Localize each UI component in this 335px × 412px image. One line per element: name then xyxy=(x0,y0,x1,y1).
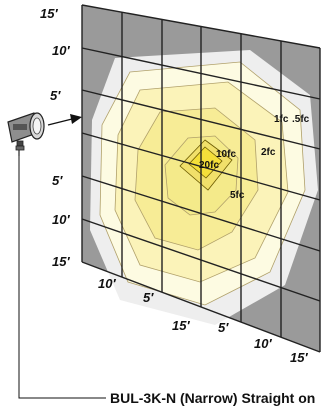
light-fixture-icon xyxy=(7,112,45,156)
isoline-label-2fc: 2fc xyxy=(261,147,276,158)
bottom-axis-label-right-2: 10′ xyxy=(254,336,272,351)
left-axis-label-3: 5′ xyxy=(50,88,61,103)
left-axis-label-2: 10′ xyxy=(52,43,70,58)
bottom-axis-label-right-1: 5′ xyxy=(218,320,229,335)
bottom-axis-label-left-3: 15′ xyxy=(172,318,190,333)
left-axis-label-1: 15′ xyxy=(40,6,58,21)
left-axis-label-5: 10′ xyxy=(52,212,70,227)
bottom-axis-label-left-2: 5′ xyxy=(143,290,154,305)
bottom-axis-label-right-3: 15′ xyxy=(290,350,308,365)
isoline-label-10fc: 10fc xyxy=(216,149,236,160)
left-axis-label-6: 15′ xyxy=(52,254,70,269)
bottom-axis-label-left-1: 10′ xyxy=(98,276,116,291)
isoline-outlines xyxy=(99,61,306,306)
grid xyxy=(81,4,321,353)
diagram-caption: BUL-3K-N (Narrow) Straight on xyxy=(110,390,315,406)
caption-leader-line xyxy=(18,156,106,399)
direction-arrow xyxy=(47,114,82,126)
isoline-label-20fc: 20fc xyxy=(199,160,219,171)
isoline-20fc-zone xyxy=(188,146,223,179)
left-axis-label-4: 5′ xyxy=(52,173,63,188)
isoline-label-half-fc: .5fc xyxy=(292,114,310,125)
isoline-label-5fc: 5fc xyxy=(230,190,245,201)
isoline-label-1fc: 1fc xyxy=(274,114,289,125)
